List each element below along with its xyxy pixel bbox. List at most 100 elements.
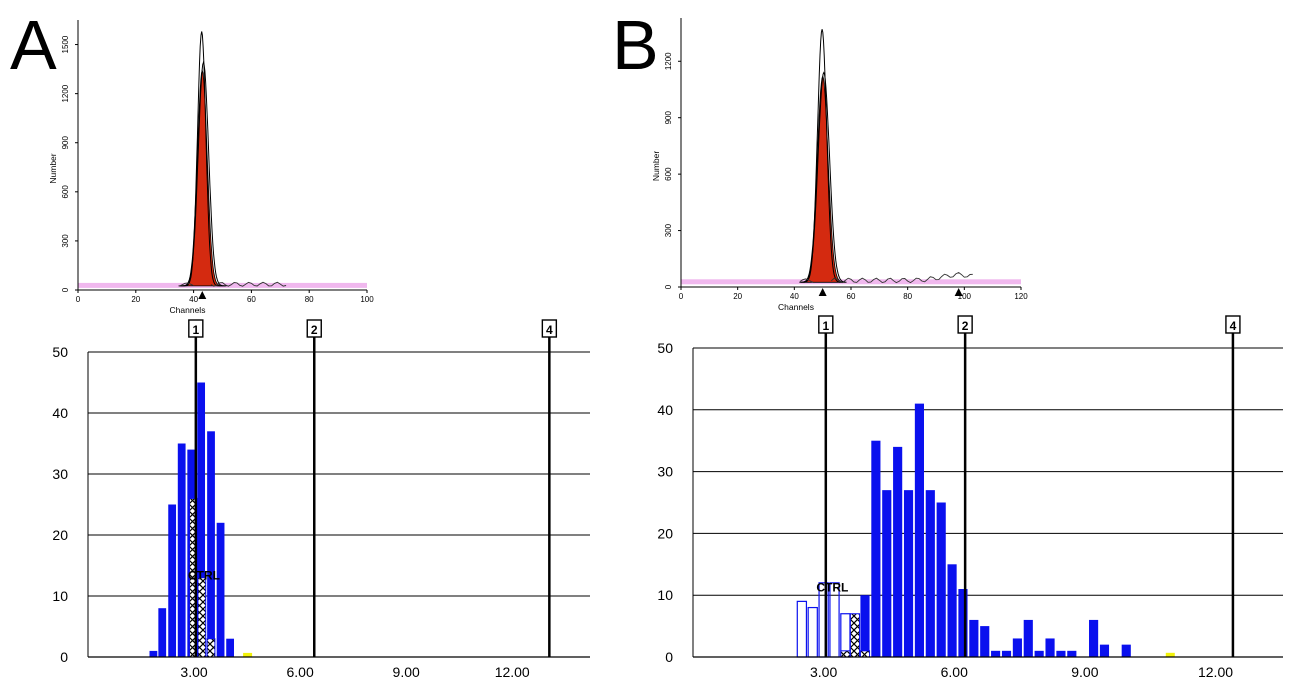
bar — [860, 595, 870, 657]
x-tick-label: 12.00 — [495, 664, 530, 680]
flow-histogram-b: 0 20 40 60 80 100 12003006009001200ChannelsNum… — [651, 18, 1028, 312]
ctrl-label: CTRL — [816, 580, 848, 594]
yellow-marker — [1165, 652, 1175, 657]
x-tick-label: 6.00 — [286, 664, 313, 680]
bar — [1045, 638, 1055, 657]
y-tick-label: 0 — [60, 649, 68, 665]
ploidy-label: 1 — [822, 319, 829, 333]
ploidy-label-box — [541, 319, 558, 338]
ctrl-bar — [859, 650, 871, 658]
ploidy-histogram-b: 0 10 20 30 40 50 3.00 6.00 9.00 12.00 CTRL 1 2 4 — [657, 315, 1283, 680]
ctrl-bar — [197, 577, 207, 658]
y-tick-label: 40 — [52, 405, 68, 421]
x-tick-label: 6.00 — [941, 664, 968, 680]
x-tick-label: 80 — [903, 292, 912, 301]
bar — [936, 502, 946, 657]
ctrl-bar — [849, 613, 861, 658]
bar — [1056, 650, 1066, 657]
yellow-marker — [243, 652, 253, 657]
ploidy-label-box — [818, 315, 834, 334]
ctrl-outline-bar — [796, 600, 808, 658]
y-tick-label: 20 — [657, 525, 673, 541]
bar — [168, 504, 177, 657]
ploidy-label-box — [1225, 315, 1241, 334]
g1-peak-fill — [802, 75, 843, 283]
peak-marker-icon — [818, 288, 827, 296]
x-tick-label: 80 — [305, 295, 314, 304]
x-tick-label: 60 — [847, 292, 856, 301]
x-tick-label: 20 — [733, 292, 742, 301]
y-tick-label: 10 — [52, 588, 68, 604]
tail-trace — [210, 281, 287, 287]
peak-outline — [801, 71, 847, 283]
y-axis-label: Number — [651, 151, 661, 181]
x-axis-label: Channels — [778, 302, 814, 312]
bar — [871, 440, 881, 657]
y-tick-label: 10 — [657, 587, 673, 603]
g1-peak-fill — [181, 69, 223, 287]
x-tick-label: 40 — [790, 292, 799, 301]
bar — [1034, 650, 1044, 657]
baseline-band — [681, 279, 1021, 285]
y-tick-label: 30 — [52, 466, 68, 482]
x-tick-label: 100 — [360, 295, 374, 304]
x-tick-label: 40 — [189, 295, 198, 304]
bar — [893, 446, 903, 657]
bar — [925, 490, 935, 657]
y-tick-label: 300 — [61, 234, 70, 248]
y-tick-label: 0 — [664, 284, 673, 289]
flow-histogram-a: 0 20 40 60 80 100 0 300 600 900 1200 1500 Channels Nu… — [48, 20, 374, 315]
bar — [149, 650, 158, 657]
y-tick-label: 50 — [52, 344, 68, 360]
bar — [991, 650, 1001, 657]
y-tick-label: 1200 — [61, 84, 70, 102]
ctrl-bar — [206, 638, 216, 658]
x-tick-label: 9.00 — [1071, 664, 1098, 680]
x-tick-label: 3.00 — [180, 664, 207, 680]
y-tick-label: 1200 — [664, 52, 673, 70]
ctrl-label: CTRL — [188, 569, 220, 583]
ploidy-label: 2 — [311, 323, 318, 337]
ctrl-outline-bar — [807, 606, 818, 658]
x-tick-label: 12.00 — [1198, 664, 1233, 680]
bar — [1001, 650, 1012, 657]
bar — [969, 619, 979, 657]
y-tick-label: 50 — [657, 340, 673, 356]
lead-trace — [799, 278, 815, 284]
peak-outline — [799, 29, 845, 283]
bar — [958, 589, 968, 657]
x-axis-label: Channels — [170, 305, 206, 315]
bar — [1012, 638, 1022, 657]
peak-outline — [178, 31, 225, 287]
y-tick-label: 300 — [664, 223, 673, 237]
peak-marker-icon — [198, 291, 207, 299]
ploidy-label: 1 — [192, 323, 199, 337]
panel-letter-b: B — [612, 6, 659, 84]
ploidy-label-box — [188, 319, 204, 338]
y-tick-label: 900 — [664, 110, 673, 124]
bar — [980, 626, 990, 657]
bar — [1099, 644, 1110, 657]
y-tick-label: 0 — [61, 287, 70, 292]
bar — [177, 443, 186, 657]
ctrl-bar — [840, 650, 851, 658]
ploidy-label-box — [957, 315, 973, 334]
x-tick-label: 60 — [247, 295, 256, 304]
x-tick-label: 0 — [679, 292, 684, 301]
bar — [216, 522, 225, 657]
x-tick-label: 0 — [76, 295, 81, 304]
x-tick-label: 9.00 — [393, 664, 420, 680]
bar — [1121, 644, 1131, 657]
bar — [903, 490, 914, 657]
bar — [914, 403, 924, 657]
lead-trace — [178, 282, 194, 287]
x-tick-label: 100 — [958, 292, 972, 301]
y-tick-label: 40 — [657, 402, 673, 418]
x-tick-label: 120 — [1014, 292, 1028, 301]
y-tick-label: 30 — [657, 464, 673, 480]
bar — [1089, 619, 1099, 657]
y-tick-label: 900 — [61, 136, 70, 150]
ploidy-label-box — [306, 319, 322, 338]
bar — [1023, 619, 1033, 657]
